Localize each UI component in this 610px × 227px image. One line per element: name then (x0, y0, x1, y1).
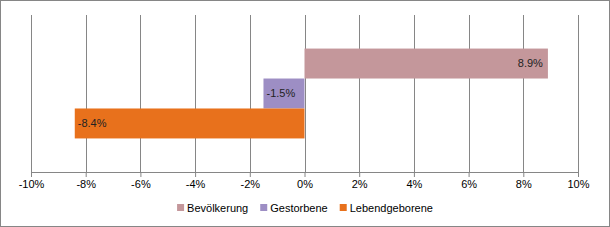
tick-label: -4% (186, 178, 206, 190)
x-axis: -10% -8% -6% -4% -2% 0% 2% 4% 6% 8% 10% (19, 172, 590, 190)
legend-item: Gestorbene (260, 202, 327, 214)
tick-label: 10% (567, 178, 589, 190)
grid-line (305, 15, 306, 172)
tick-label: 6% (461, 178, 477, 190)
grid-line (250, 15, 251, 172)
bar (75, 108, 305, 138)
grid-line (414, 15, 415, 172)
tick-mark (414, 172, 415, 177)
tick: -6% (131, 172, 151, 190)
tick: 6% (461, 172, 477, 190)
bar (263, 79, 304, 109)
legend-label: Bevölkerung (187, 202, 248, 214)
data-label: -1.5% (266, 87, 295, 99)
legend-swatch (177, 204, 184, 211)
legend-item: Lebendgeborene (340, 202, 433, 214)
tick: 0% (297, 172, 313, 190)
tick-label: 2% (352, 178, 368, 190)
tick: -10% (19, 172, 45, 190)
tick-mark (523, 172, 524, 177)
grid-line (140, 15, 141, 172)
legend-swatch (260, 204, 267, 211)
tick-mark (31, 172, 32, 177)
tick: -8% (76, 172, 96, 190)
chart: 8.9% -1.5% -8.4% -10% -8% -6% -4% -2% 0% 2% 4% 6% 8%… (0, 0, 610, 227)
legend-swatch (340, 204, 347, 211)
tick: 4% (406, 172, 422, 190)
tick-label: -2% (241, 178, 261, 190)
grid-line (86, 15, 87, 172)
tick: 8% (516, 172, 532, 190)
tick-mark (469, 172, 470, 177)
grid-line (523, 15, 524, 172)
tick-mark (305, 172, 306, 177)
tick-mark (195, 172, 196, 177)
legend-label: Gestorbene (270, 202, 327, 214)
grid-line (31, 15, 32, 172)
bar (305, 49, 548, 79)
data-label: 8.9% (518, 57, 543, 69)
tick-label: -8% (76, 178, 96, 190)
tick-mark (359, 172, 360, 177)
tick: -4% (186, 172, 206, 190)
data-label: -8.4% (78, 117, 107, 129)
grid-line (359, 15, 360, 172)
tick-mark (86, 172, 87, 177)
legend-label: Lebendgeborene (350, 202, 433, 214)
tick-mark (578, 172, 579, 177)
tick-label: -10% (19, 178, 45, 190)
tick-mark (140, 172, 141, 177)
tick: 2% (352, 172, 368, 190)
bars (75, 49, 548, 139)
tick-label: 8% (516, 178, 532, 190)
legend: Bevölkerung Gestorbene Lebendgeborene (177, 202, 433, 214)
legend-item: Bevölkerung (177, 202, 248, 214)
grid (32, 15, 579, 172)
tick-mark (250, 172, 251, 177)
tick-label: -6% (131, 178, 151, 190)
grid-line (578, 15, 579, 172)
grid-line (195, 15, 196, 172)
chart-frame (1, 1, 610, 227)
grid-line (469, 15, 470, 172)
data-labels: 8.9% -1.5% -8.4% (78, 57, 543, 129)
tick-label: 0% (297, 178, 313, 190)
tick: -2% (241, 172, 261, 190)
tick: 10% (567, 172, 589, 190)
tick-label: 4% (406, 178, 422, 190)
